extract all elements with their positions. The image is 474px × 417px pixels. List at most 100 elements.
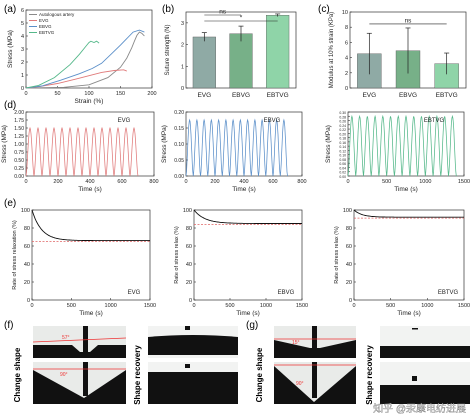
x-axis-label: Time (s): [394, 186, 418, 193]
cyclic-series-line: [347, 114, 457, 177]
y-tick-label: 20: [346, 280, 352, 286]
chart-title: EBVG: [264, 118, 281, 124]
y-tick-label: 80: [24, 226, 30, 232]
y-tick-label: 0.20: [339, 132, 346, 136]
plot-frame: [347, 111, 465, 177]
x-tick-label: 0: [184, 179, 187, 185]
x-tick-label: 0: [192, 303, 195, 309]
g-angle-label-2: 90°: [296, 381, 304, 387]
panel-label-f: (f): [4, 320, 13, 331]
x-tick-label: 100: [84, 91, 93, 97]
series-line-evg: [25, 69, 127, 89]
x-tick-label: 150: [116, 91, 125, 97]
cyclic-series-line: [25, 126, 139, 177]
panel-label-e: (e): [4, 198, 16, 209]
x-tick-label: 1500: [458, 179, 470, 185]
category-label-ebvg: EBVG: [399, 92, 417, 99]
y-tick-label: 0.20: [174, 110, 184, 116]
x-tick-label: 600: [268, 179, 277, 185]
series-line-ebtvg: [25, 40, 100, 89]
chart-e2: 0 500 1000 1500 0 20 40 60 80 100 EBVG Time (s) Rate…: [174, 208, 308, 317]
category-label-ebvg: EBVG: [232, 92, 250, 99]
y-tick-label: 0.10: [339, 154, 346, 158]
y-tick-label: 40: [346, 262, 352, 268]
y-axis-label: Stress (MPa): [161, 125, 168, 163]
y-tick-label: 20: [24, 280, 30, 286]
x-axis-label: Time (s): [397, 310, 421, 317]
plot-frame: [353, 209, 465, 301]
plot-frame: [193, 209, 303, 301]
y-tick-label: 10: [342, 10, 348, 16]
f-change-shape-label: Change shape: [13, 347, 22, 402]
y-tick-label: 0: [27, 298, 30, 304]
significance-label: *: [240, 15, 243, 22]
chart-title: EBTVG: [438, 290, 459, 296]
x-tick-label: 1000: [260, 303, 272, 309]
y-axis-label: Stress (MPa): [1, 125, 8, 163]
category-label-ebtvg: EBTVG: [267, 92, 289, 99]
x-tick-label: 0: [24, 91, 27, 97]
chart-d3: 0 500 1000 1500 0.000.020.040.060.080.100.12…: [325, 111, 470, 193]
x-axis-label: Time (s): [78, 186, 102, 193]
g-shape-recovery-label: Shape recovery: [365, 345, 374, 405]
y-tick-label: 100: [21, 208, 30, 214]
y-tick-label: 100: [343, 208, 352, 214]
cyclic-series-line: [185, 118, 288, 177]
x-tick-label: 800: [149, 179, 158, 185]
x-tick-label: 200: [53, 179, 62, 185]
y-tick-label: 4: [21, 34, 24, 40]
y-tick-label: 0.18: [339, 137, 346, 141]
y-tick-label: 0: [189, 298, 192, 304]
y-tick-label: 0.50: [14, 158, 24, 164]
y-tick-label: 40: [24, 262, 30, 268]
g-photo-change-1: 15°: [274, 326, 356, 358]
x-tick-label: 600: [117, 179, 126, 185]
y-tick-label: 0.16: [339, 141, 346, 145]
f-photo-recovery-1: [148, 326, 238, 358]
chart-d2: 0 200 400 600 800 0.00 0.05 0.10 0.15 0.20 EBVG Tim…: [161, 110, 307, 193]
x-tick-label: 1000: [419, 179, 431, 185]
y-tick-label: 0.10: [174, 142, 184, 148]
y-axis-label: Rate of stress relaxation (%): [12, 220, 18, 290]
y-tick-label: 3: [21, 47, 24, 53]
x-tick-label: 500: [67, 303, 76, 309]
x-tick-label: 1000: [105, 303, 117, 309]
x-tick-label: 1000: [421, 303, 433, 309]
f-shape-recovery-label: Shape recovery: [133, 345, 142, 405]
f-photo-change-2: 90°: [33, 362, 126, 404]
x-axis-label: Time (s): [236, 310, 260, 317]
y-tick-label: 2.00: [14, 110, 24, 116]
panel-g-photos: Change shape 15° 90° Shape recovery: [255, 326, 470, 405]
y-tick-label: 2: [181, 43, 184, 49]
y-tick-label: 60: [24, 244, 30, 250]
y-tick-label: 0.08: [339, 158, 346, 162]
g-angle-label-1: 15°: [292, 340, 300, 346]
x-axis-label: Time (s): [79, 310, 103, 317]
y-tick-label: 4: [345, 56, 348, 62]
panel-f-photos: Change shape 57° 90° Shape recovery: [13, 326, 238, 405]
y-tick-label: 1.25: [14, 134, 24, 140]
y-tick-label: 0.15: [174, 126, 184, 132]
chart-e1: 0 500 1000 1500 0 20 40 60 80 100 EVG Time (s) Rate …: [12, 208, 156, 317]
chart-e3: 0 500 1000 1500 0 20 40 60 80 100 EBTVG Time (s) Rat…: [334, 208, 470, 317]
watermark: 知乎 @汞康电纺进展: [373, 402, 466, 415]
y-tick-label: 0.00: [174, 174, 184, 180]
y-tick-label: 0: [21, 86, 24, 92]
x-axis-label: Strain (%): [75, 98, 104, 105]
bar-ebvg: [229, 33, 253, 89]
y-axis-label: Suture strength (N): [165, 24, 171, 75]
y-tick-label: 1.50: [14, 126, 24, 132]
chart-title: EVG: [118, 118, 131, 124]
y-tick-label: 0.24: [339, 124, 346, 128]
bar-ebtvg: [266, 15, 290, 89]
g-change-shape-label: Change shape: [255, 347, 264, 402]
significance-label: ns: [405, 17, 413, 24]
y-axis-label: Modulus at 10% strain (KPa): [329, 12, 335, 88]
series-line-autologous: [25, 31, 145, 89]
legend-entry-evg: EVG: [39, 18, 49, 23]
y-tick-label: 0.04: [339, 166, 346, 170]
category-label-evg: EVG: [197, 92, 211, 99]
